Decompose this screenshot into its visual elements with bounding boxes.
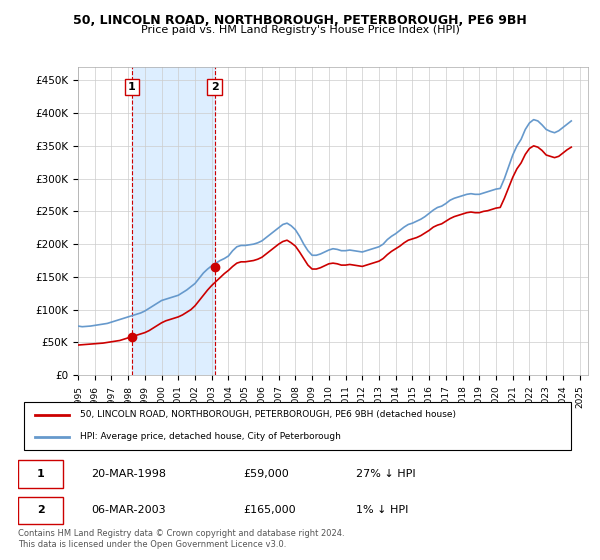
Text: Contains HM Land Registry data © Crown copyright and database right 2024.
This d: Contains HM Land Registry data © Crown c…	[18, 529, 344, 549]
Text: 2: 2	[211, 82, 218, 92]
Text: 50, LINCOLN ROAD, NORTHBOROUGH, PETERBOROUGH, PE6 9BH: 50, LINCOLN ROAD, NORTHBOROUGH, PETERBOR…	[73, 14, 527, 27]
Text: 1% ↓ HPI: 1% ↓ HPI	[356, 505, 409, 515]
Text: 1: 1	[37, 469, 44, 479]
Text: £59,000: £59,000	[244, 469, 289, 479]
Text: Price paid vs. HM Land Registry's House Price Index (HPI): Price paid vs. HM Land Registry's House …	[140, 25, 460, 35]
Text: 06-MAR-2003: 06-MAR-2003	[91, 505, 166, 515]
Text: £165,000: £165,000	[244, 505, 296, 515]
FancyBboxPatch shape	[23, 403, 571, 450]
Text: 50, LINCOLN ROAD, NORTHBOROUGH, PETERBOROUGH, PE6 9BH (detached house): 50, LINCOLN ROAD, NORTHBOROUGH, PETERBOR…	[80, 410, 456, 419]
Text: 20-MAR-1998: 20-MAR-1998	[91, 469, 166, 479]
Text: 27% ↓ HPI: 27% ↓ HPI	[356, 469, 416, 479]
FancyBboxPatch shape	[18, 460, 63, 488]
Text: HPI: Average price, detached house, City of Peterborough: HPI: Average price, detached house, City…	[80, 432, 341, 441]
Text: 1: 1	[128, 82, 136, 92]
Bar	[132, 67, 215, 375]
Text: 2: 2	[37, 505, 44, 515]
FancyBboxPatch shape	[18, 497, 63, 524]
